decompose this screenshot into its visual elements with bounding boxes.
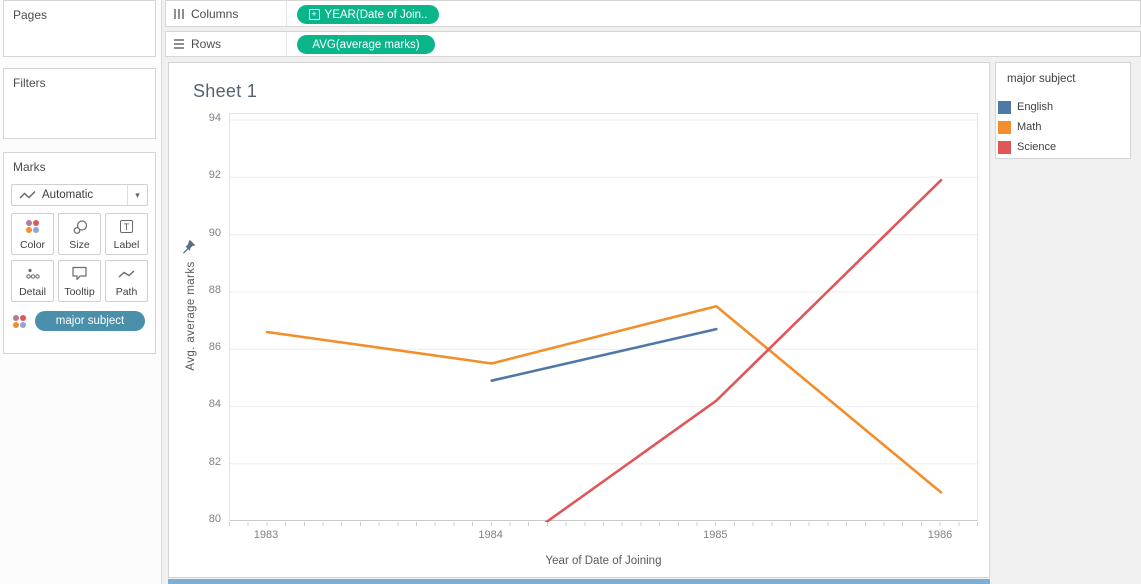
detail-icon — [25, 268, 40, 279]
y-axis-title[interactable]: Avg. average marks — [185, 261, 197, 371]
mark-type-dropdown[interactable]: Automatic ▾ — [11, 184, 148, 206]
x-axis-minor-ticks — [229, 522, 978, 526]
pages-title: Pages — [13, 8, 48, 22]
y-tick-label: 82 — [208, 455, 221, 468]
line-mark-icon — [19, 191, 36, 199]
tooltip-button[interactable]: Tooltip — [58, 260, 101, 302]
marks-card: Marks Automatic ▾ Color — [3, 152, 156, 354]
avg-average-marks-pill[interactable]: AVG(average marks) — [297, 35, 435, 54]
pin-icon[interactable] — [181, 239, 196, 254]
detail-button[interactable]: Detail — [11, 260, 54, 302]
worksheet-view: Sheet 1 Avg. average marks 80 82 84 86 88 90 9… — [168, 62, 990, 578]
filters-title: Filters — [13, 76, 46, 90]
size-icon — [73, 219, 87, 234]
year-date-of-joining-pill[interactable]: + YEAR(Date of Join.. — [297, 5, 439, 24]
mark-type-value: Automatic — [42, 189, 94, 201]
columns-label: Columns — [191, 6, 239, 21]
size-button[interactable]: Size — [58, 213, 101, 255]
marks-title: Marks — [13, 160, 46, 174]
shelf-divider — [286, 32, 287, 56]
color-encoding-row: major subject — [13, 311, 150, 331]
x-tick-label: 1983 — [253, 529, 279, 541]
y-tick-label: 94 — [208, 112, 221, 125]
y-tick-label: 92 — [208, 169, 221, 182]
series-line-math[interactable] — [265, 304, 943, 494]
y-tick-label: 90 — [208, 226, 221, 239]
color-button[interactable]: Color — [11, 213, 54, 255]
filters-shelf[interactable]: Filters — [3, 68, 156, 139]
path-icon — [118, 269, 135, 278]
label-button[interactable]: T Label — [105, 213, 148, 255]
x-axis-title[interactable]: Year of Date of Joining — [545, 555, 662, 567]
legend-swatch — [998, 120, 1011, 134]
pages-shelf[interactable]: Pages — [3, 0, 156, 57]
legend-label: Math — [1017, 121, 1042, 133]
sheet-title: Sheet 1 — [193, 81, 258, 101]
legend-item-science[interactable]: Science — [998, 139, 1056, 155]
marks-buttons: Color Size T Label — [11, 213, 150, 302]
color-legend: major subject English Math Science — [995, 62, 1131, 159]
x-tick-label: 1986 — [927, 529, 953, 541]
legend-title: major subject — [1007, 73, 1076, 85]
tooltip-icon — [72, 266, 87, 281]
legend-item-english[interactable]: English — [998, 99, 1053, 115]
y-tick-label: 86 — [208, 341, 221, 354]
y-tick-label: 80 — [208, 513, 221, 525]
chart-pane[interactable] — [229, 113, 979, 522]
x-tick-label: 1984 — [478, 529, 503, 541]
sheet-tab-strip — [168, 579, 990, 584]
series-line-english[interactable] — [490, 327, 718, 383]
rows-shelf[interactable]: Rows AVG(average marks) — [165, 31, 1141, 57]
legend-item-math[interactable]: Math — [998, 119, 1041, 135]
line-chart — [230, 119, 979, 522]
series-line-science[interactable] — [492, 178, 943, 522]
legend-label: Science — [1017, 141, 1057, 153]
y-tick-label: 88 — [208, 283, 221, 296]
legend-label: English — [1017, 101, 1054, 113]
legend-swatch — [998, 140, 1011, 154]
color-dots-icon — [26, 220, 39, 233]
color-dots-icon — [13, 314, 26, 328]
x-tick-label: 1985 — [703, 529, 728, 541]
rows-label: Rows — [191, 37, 222, 51]
left-panel: Pages Filters Marks Automatic ▾ Color — [0, 0, 162, 584]
shelf-divider — [286, 1, 287, 26]
y-tick-label: 84 — [208, 398, 221, 411]
columns-shelf[interactable]: Columns + YEAR(Date of Join.. — [165, 0, 1141, 27]
chevron-down-icon: ▾ — [127, 185, 147, 205]
expand-hierarchy-icon[interactable]: + — [308, 9, 320, 20]
path-button[interactable]: Path — [105, 260, 148, 302]
rows-icon — [174, 39, 184, 49]
major-subject-pill[interactable]: major subject — [35, 311, 145, 331]
legend-swatch — [998, 100, 1011, 114]
columns-icon — [174, 8, 184, 19]
text-label-icon: T — [120, 220, 133, 233]
